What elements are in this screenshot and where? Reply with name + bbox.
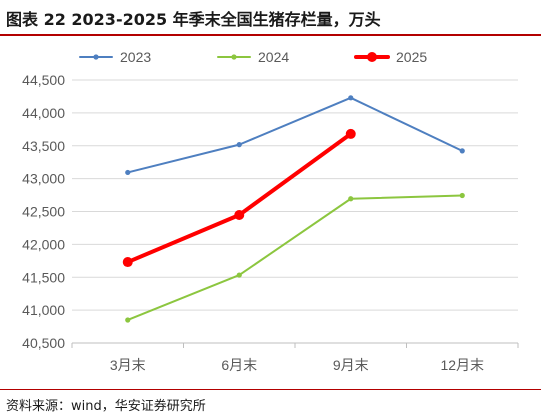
- data-point-2024: [125, 317, 131, 323]
- title-rule: [0, 34, 541, 36]
- y-tick-label: 44,000: [22, 105, 65, 121]
- y-tick-label: 41,500: [22, 269, 65, 285]
- chart-series: [122, 95, 465, 323]
- data-point-2025: [345, 128, 356, 139]
- x-tick-label: 12月末: [440, 357, 484, 373]
- y-tick-label: 40,500: [22, 335, 65, 351]
- data-point-2023: [236, 142, 242, 148]
- legend-marker-2024: [231, 54, 237, 60]
- legend-marker-2025: [367, 52, 377, 62]
- x-axis: 3月末 6月末 9月末 12月末: [71, 342, 519, 373]
- data-point-2025: [122, 257, 133, 268]
- x-tick-label: 6月末: [221, 357, 257, 373]
- data-point-2023: [459, 148, 465, 154]
- y-tick-label: 43,500: [22, 138, 65, 154]
- data-point-2024: [459, 192, 465, 199]
- data-point-2024: [348, 196, 354, 202]
- y-tick-label: 42,500: [22, 204, 65, 220]
- chart-gridlines: [72, 79, 518, 344]
- data-point-2025: [234, 209, 245, 220]
- legend-marker-2023: [93, 54, 99, 60]
- source-note: 资料来源：wind，华安证券研究所: [6, 399, 206, 414]
- series-line-2024: [126, 194, 464, 321]
- legend-label-2023: 2023: [120, 49, 151, 65]
- chart-legend: 2023 2024 2025: [79, 49, 427, 65]
- data-point-2024: [236, 272, 242, 278]
- y-axis: 40,500 41,000 41,500 42,000 42,500 43,000 43,5…: [22, 72, 65, 351]
- data-point-2023: [125, 169, 131, 176]
- series-line-2025: [125, 131, 353, 265]
- x-tick-label: 9月末: [333, 357, 369, 373]
- chart-title: 图表 22 2023-2025 年季末全国生猪存栏量，万头: [6, 10, 381, 29]
- data-point-2023: [348, 95, 354, 101]
- source-rule: [0, 389, 541, 390]
- y-tick-label: 43,000: [22, 171, 65, 187]
- legend-label-2024: 2024: [258, 49, 289, 65]
- y-tick-label: 44,500: [22, 72, 65, 88]
- legend-label-2025: 2025: [396, 49, 427, 65]
- series-line-2023: [126, 96, 464, 174]
- y-tick-label: 41,000: [22, 302, 65, 318]
- y-tick-label: 42,000: [22, 236, 65, 252]
- x-tick-label: 3月末: [110, 357, 146, 373]
